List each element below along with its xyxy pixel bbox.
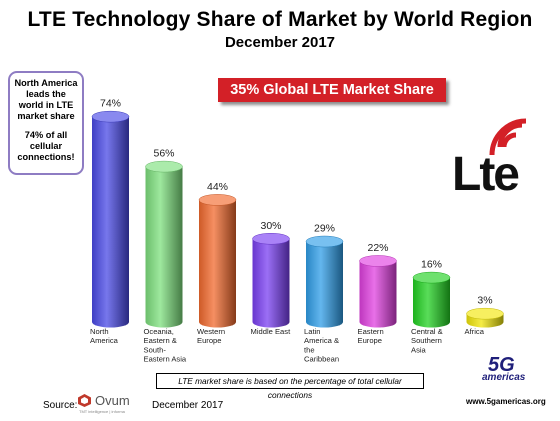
ovum-name: Ovum xyxy=(95,393,130,408)
callout-line: cellular xyxy=(29,141,63,151)
chart-subtitle: December 2017 xyxy=(224,34,336,51)
5g-logo-text: 5G xyxy=(488,354,515,376)
bar-body xyxy=(359,260,397,328)
bar-6 xyxy=(412,271,451,328)
bar-2 xyxy=(198,194,237,328)
category-label: Central & Southern Asia xyxy=(411,327,443,354)
bar-top xyxy=(359,255,397,267)
north-america-callout: North America leads the world in LTE mar… xyxy=(8,71,84,175)
bar-top xyxy=(412,271,451,284)
bar-value-label: 16% xyxy=(421,259,442,271)
bar-top xyxy=(145,160,183,173)
bar-3 xyxy=(252,233,290,328)
bar-value-label: 29% xyxy=(314,223,335,235)
footnote: LTE market share is based on the percent… xyxy=(156,373,424,400)
callout-line: world in LTE xyxy=(18,100,74,110)
bar-top xyxy=(198,194,237,206)
bar-value-label: 22% xyxy=(367,242,388,254)
ovum-logo: Ovum TMT intelligence | informa xyxy=(78,393,148,415)
5g-americas-logo: 5G americas xyxy=(476,354,540,398)
bar-value-label: 56% xyxy=(153,148,174,160)
category-label: Middle East xyxy=(251,327,292,336)
source-label: Source: xyxy=(43,400,78,411)
ovum-tagline: TMT intelligence | informa xyxy=(79,409,125,414)
category-label: Africa xyxy=(465,327,485,336)
bar-body xyxy=(306,241,343,328)
callout-line: 74% of all xyxy=(24,130,68,140)
bar-value-label: 30% xyxy=(260,220,281,232)
category-label: North America xyxy=(90,327,119,345)
callout-line: North America xyxy=(14,78,78,88)
bar-value-label: 3% xyxy=(477,295,492,307)
category-label: Western Europe xyxy=(197,327,225,345)
americas-logo-text: americas xyxy=(482,372,526,383)
lte-logo: Lte xyxy=(452,113,536,205)
bar-4 xyxy=(305,235,344,328)
bar-top xyxy=(466,307,504,320)
source-date: December 2017 xyxy=(152,400,224,411)
callout-line: connections! xyxy=(17,152,75,162)
callout-line: market share xyxy=(17,111,75,121)
bar-top xyxy=(252,233,290,245)
bar-body xyxy=(92,116,129,328)
bar-1 xyxy=(145,160,183,328)
bar-5 xyxy=(359,255,397,328)
bar-top xyxy=(305,235,344,248)
global-share-banner: 35% Global LTE Market Share xyxy=(218,78,446,102)
chart-title: LTE Technology Share of Market by World … xyxy=(27,8,533,31)
bar-body xyxy=(252,238,290,328)
bar-value-label: 44% xyxy=(207,181,228,193)
bar-0 xyxy=(91,110,130,328)
website-url: www.5gamericas.org xyxy=(466,397,546,406)
category-label: Oceania, Eastern & South-Eastern Asia xyxy=(144,327,187,364)
ovum-mark-icon xyxy=(78,394,91,407)
bar-body xyxy=(145,166,183,328)
signal-waves-icon xyxy=(489,118,527,156)
bar-7 xyxy=(466,307,504,328)
category-label: Eastern Europe xyxy=(358,327,384,345)
callout-line: leads the xyxy=(26,89,66,99)
bar-body xyxy=(199,199,236,328)
bar-body xyxy=(413,277,451,328)
category-label: Latin America & the Caribbean xyxy=(304,327,339,364)
lte-logo-text: Lte xyxy=(452,148,520,201)
bar-top xyxy=(91,110,130,123)
bar-value-label: 74% xyxy=(100,98,121,110)
